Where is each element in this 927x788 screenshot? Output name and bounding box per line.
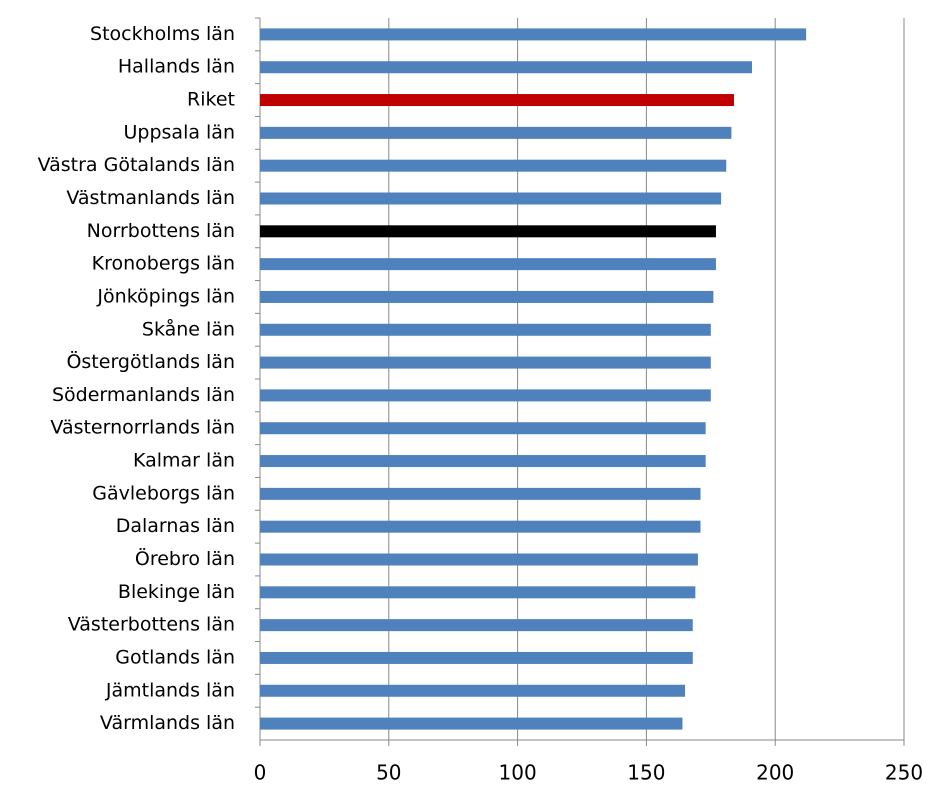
bar [260, 258, 716, 271]
bar [260, 684, 686, 697]
bar [260, 94, 734, 107]
y-tick-label: Jämtlands län [105, 679, 235, 701]
bar [260, 520, 701, 533]
y-tick-label: Kalmar län [133, 450, 235, 472]
x-tick-label: 0 [254, 761, 267, 785]
y-tick-label: Östergötlands län [66, 350, 235, 373]
bar [260, 61, 753, 74]
x-tick-label: 100 [499, 761, 537, 785]
bar [260, 28, 807, 41]
bar [260, 553, 698, 566]
bar [260, 487, 701, 500]
y-tick-label: Riket [187, 89, 235, 111]
bar [260, 126, 732, 139]
bar [260, 619, 693, 632]
y-tick-label: Västerbottens län [68, 614, 235, 636]
y-tick-label: Stockholms län [90, 23, 235, 45]
bar [260, 717, 683, 730]
y-tick-label: Kronobergs län [92, 253, 235, 275]
bar [260, 323, 711, 336]
bar [260, 586, 696, 599]
y-tick-label: Värmlands län [100, 712, 235, 734]
bar [260, 651, 693, 664]
x-tick-label: 250 [885, 761, 923, 785]
bar [260, 159, 727, 172]
y-tick-label: Uppsala län [124, 121, 236, 143]
y-tick-label: Gävleborgs län [92, 482, 235, 504]
y-tick-label: Jönköpings län [96, 285, 235, 307]
y-tick-label: Västra Götalands län [38, 154, 235, 176]
y-tick-label: Norrbottens län [87, 220, 235, 242]
y-tick-label: Skåne län [142, 317, 235, 340]
x-tick-label: 150 [627, 761, 665, 785]
y-tick-label: Västernorrlands län [50, 417, 235, 439]
bar [260, 422, 706, 435]
x-tick-label: 200 [756, 761, 794, 785]
bar [260, 356, 711, 369]
x-tick-label: 50 [376, 761, 401, 785]
bar [260, 225, 716, 238]
bar [260, 389, 711, 402]
bar [260, 192, 722, 205]
y-tick-label: Hallands län [118, 56, 235, 78]
y-tick-label: Örebro län [135, 547, 235, 570]
y-tick-label: Blekinge län [118, 581, 235, 603]
y-tick-label: Gotlands län [115, 646, 235, 668]
y-tick-label: Dalarnas län [116, 515, 235, 537]
bar [260, 455, 706, 468]
y-tick-label: Södermanlands län [52, 384, 235, 406]
y-tick-label: Västmanlands län [66, 187, 235, 209]
bar [260, 290, 714, 303]
